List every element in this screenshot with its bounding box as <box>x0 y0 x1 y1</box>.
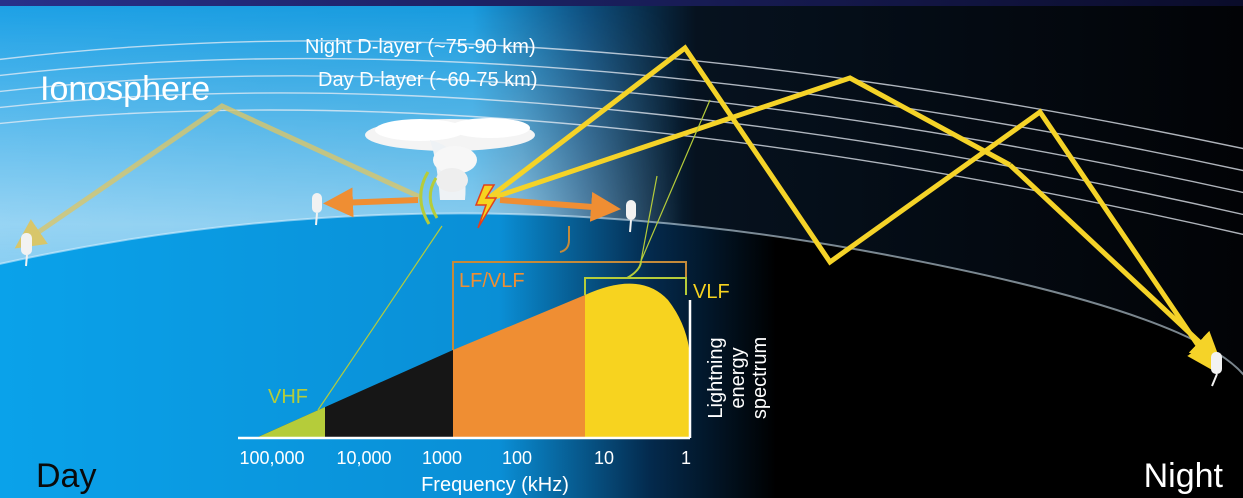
frequency-tick: 1 <box>681 448 691 468</box>
frequency-tick: 10,000 <box>336 448 391 468</box>
frequency-tick: 10 <box>594 448 614 468</box>
night-skywave-path-long <box>488 44 1217 373</box>
lf-vlf-bracket-top <box>559 226 570 253</box>
ground-wave-left <box>323 187 419 218</box>
vlf-bracket <box>584 277 687 295</box>
lightning-bolt-icon <box>474 184 498 229</box>
vlf-connector-line-a <box>640 175 658 262</box>
receiver-antenna-icon-day <box>21 233 32 267</box>
spectrum-axis-line-2: energy <box>727 347 749 408</box>
spectrum-axis-line-3: spectrum <box>749 337 771 419</box>
receiver-antenna-icon-center <box>626 200 636 233</box>
day-skywave-path <box>14 103 422 249</box>
night-skywave-path-upper-end <box>1008 163 1221 363</box>
night-label: Night <box>1144 457 1224 495</box>
frequency-axis-title: Frequency (kHz) <box>421 474 569 496</box>
lf-vlf-label: LF/VLF <box>459 270 525 292</box>
day-d-layer-label: Day D-layer (~60-75 km) <box>318 69 538 91</box>
thundercloud <box>365 118 535 200</box>
vhf-connector-line <box>317 225 443 411</box>
spectrum-lf-vlf-band <box>453 295 585 437</box>
spectrum-vhf-band <box>258 407 325 437</box>
frequency-tick: 1000 <box>422 448 462 468</box>
frequency-tick: 100 <box>502 448 532 468</box>
ionosphere-label: Ionosphere <box>40 70 210 108</box>
ground-wave-right <box>499 191 621 222</box>
vhf-label: VHF <box>268 386 308 408</box>
lf-vlf-bracket <box>452 261 687 350</box>
vlf-bracket-tip <box>626 260 642 279</box>
top-border <box>0 0 1243 6</box>
receiver-antenna-icon-night <box>1211 352 1222 387</box>
spectrum-axis-line-1: Lightning <box>705 337 727 418</box>
vlf-label: VLF <box>693 281 730 303</box>
vhf-wave-arcs <box>419 171 439 225</box>
day-label: Day <box>36 457 96 495</box>
frequency-tick-labels: 100,000 10,000 1000 100 10 1 <box>239 448 691 468</box>
lightning-energy-spectrum <box>238 283 692 440</box>
night-skywave-path-upper <box>494 75 1012 200</box>
frequency-tick: 100,000 <box>239 448 304 468</box>
spectrum-vlf-band <box>585 283 689 437</box>
night-d-layer-label: Night D-layer (~75-90 km) <box>305 36 536 58</box>
spectrum-axis-title: Lightning energy spectrum <box>705 337 771 419</box>
vlf-connector-line-b <box>640 99 711 262</box>
receiver-antenna-icon-left <box>312 193 322 226</box>
